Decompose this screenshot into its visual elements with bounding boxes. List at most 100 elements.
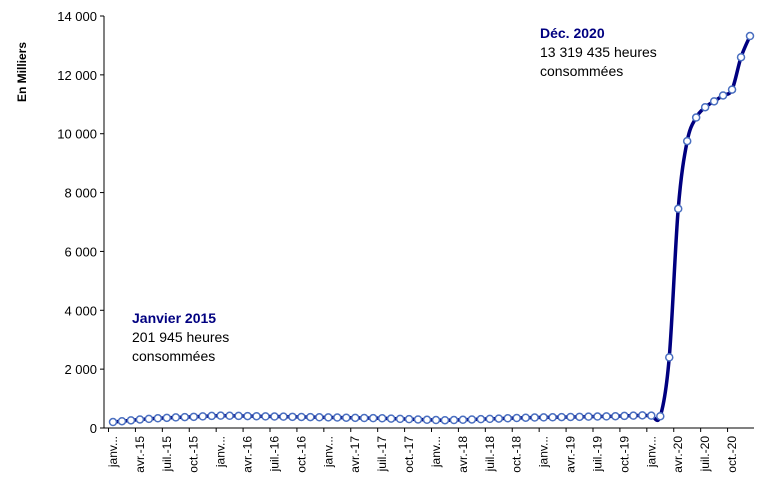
marker bbox=[315, 413, 324, 422]
marker bbox=[593, 412, 602, 421]
x-tick-label: avr.-17 bbox=[348, 436, 362, 473]
marker bbox=[359, 413, 369, 423]
x-tick-label: oct.-20 bbox=[725, 436, 739, 473]
x-tick-label: janv... bbox=[214, 436, 228, 468]
marker bbox=[279, 412, 288, 421]
marker bbox=[440, 415, 450, 425]
marker bbox=[512, 413, 521, 423]
marker bbox=[709, 97, 719, 106]
x-tick-label: oct.-17 bbox=[402, 436, 416, 473]
marker bbox=[207, 411, 216, 421]
marker bbox=[180, 412, 190, 422]
x-tick-label: janv... bbox=[537, 436, 551, 468]
marker bbox=[324, 413, 333, 422]
marker bbox=[656, 411, 665, 421]
marker bbox=[682, 136, 692, 146]
marker bbox=[189, 412, 198, 422]
marker bbox=[449, 415, 459, 425]
x-tick-label: janv... bbox=[644, 436, 658, 468]
marker bbox=[395, 414, 405, 424]
marker bbox=[171, 413, 181, 422]
marker bbox=[665, 353, 674, 362]
x-tick-label: juil.-17 bbox=[375, 436, 389, 473]
marker bbox=[306, 412, 315, 422]
marker bbox=[575, 412, 584, 422]
y-tick-label: 0 bbox=[90, 421, 97, 436]
x-tick-label: juil.-20 bbox=[698, 436, 712, 473]
y-tick-label: 10 000 bbox=[57, 127, 97, 142]
marker bbox=[548, 413, 557, 422]
marker bbox=[144, 414, 154, 424]
y-tick-label: 12 000 bbox=[57, 68, 97, 83]
marker bbox=[404, 414, 414, 424]
marker bbox=[745, 31, 755, 41]
marker bbox=[288, 412, 297, 422]
marker bbox=[647, 411, 656, 420]
y-tick-label: 14 000 bbox=[57, 9, 97, 24]
marker bbox=[629, 411, 638, 420]
marker bbox=[234, 411, 243, 421]
x-tick-label: juil.-18 bbox=[483, 436, 497, 473]
y-tick-label: 8 000 bbox=[64, 186, 97, 201]
annotation-title: Déc. 2020 bbox=[540, 25, 605, 41]
x-tick-label: avr.-15 bbox=[133, 436, 147, 473]
annotation-title: Janvier 2015 bbox=[132, 310, 216, 326]
x-tick-label: oct.-15 bbox=[187, 436, 201, 473]
x-tick-label: avr.-18 bbox=[456, 436, 470, 473]
marker bbox=[333, 413, 342, 422]
marker bbox=[342, 413, 351, 422]
marker bbox=[485, 414, 495, 424]
marker bbox=[566, 412, 575, 422]
marker bbox=[557, 412, 566, 422]
x-tick-label: avr.-19 bbox=[564, 436, 578, 473]
marker bbox=[476, 414, 486, 424]
x-tick-label: avr.-16 bbox=[241, 436, 255, 473]
marker bbox=[108, 417, 118, 427]
y-tick-label: 2 000 bbox=[64, 362, 97, 377]
x-tick-label: janv... bbox=[106, 436, 120, 468]
marker bbox=[620, 411, 629, 421]
x-tick-label: avr.-20 bbox=[671, 436, 685, 473]
x-tick-label: janv... bbox=[429, 436, 443, 468]
marker bbox=[350, 413, 360, 423]
marker bbox=[503, 414, 513, 423]
x-tick-label: juil.-19 bbox=[590, 436, 604, 473]
marker bbox=[718, 91, 728, 100]
marker bbox=[691, 113, 701, 122]
x-tick-label: juil.-16 bbox=[267, 436, 281, 473]
marker bbox=[216, 411, 225, 420]
marker bbox=[413, 415, 423, 424]
marker bbox=[117, 416, 127, 426]
marker bbox=[386, 414, 396, 423]
marker bbox=[458, 415, 468, 425]
marker bbox=[530, 413, 539, 422]
marker bbox=[243, 411, 252, 421]
y-tick-label: 6 000 bbox=[64, 244, 97, 259]
marker bbox=[368, 413, 378, 423]
marker bbox=[252, 411, 261, 421]
marker bbox=[700, 102, 710, 112]
marker bbox=[126, 416, 136, 425]
marker bbox=[611, 411, 620, 421]
marker bbox=[467, 415, 477, 424]
marker bbox=[727, 85, 737, 94]
marker bbox=[422, 415, 432, 425]
annotation-text: 201 945 heures bbox=[132, 329, 229, 345]
annotation-text: 13 319 435 heures bbox=[540, 44, 657, 60]
marker bbox=[270, 412, 279, 421]
marker bbox=[736, 52, 746, 62]
marker bbox=[153, 414, 163, 423]
y-tick-label: 4 000 bbox=[64, 303, 97, 318]
marker bbox=[225, 411, 234, 421]
marker bbox=[261, 412, 270, 421]
marker bbox=[297, 412, 306, 422]
marker bbox=[198, 412, 207, 421]
x-tick-label: oct.-16 bbox=[294, 436, 308, 473]
marker bbox=[584, 412, 593, 421]
marker bbox=[135, 415, 145, 424]
marker bbox=[539, 413, 548, 422]
marker bbox=[162, 413, 172, 423]
marker bbox=[521, 413, 530, 422]
y-axis-label: En Milliers bbox=[15, 42, 29, 102]
